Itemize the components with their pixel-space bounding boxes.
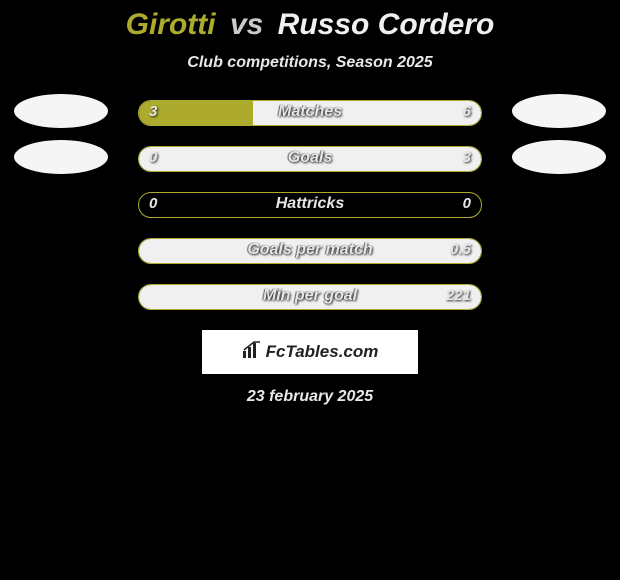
stat-value-b: 221 [446, 287, 471, 304]
stat-value-a: 0 [149, 195, 157, 212]
stat-label: Hattricks [139, 195, 481, 213]
stat-value-a: 0 [149, 149, 157, 166]
stats-rows: 36Matches03Goals00Hattricks0.5Goals per … [0, 100, 620, 312]
stat-value-b: 3 [463, 149, 471, 166]
stat-row: 36Matches [0, 100, 620, 128]
bar-fill-player-b [139, 285, 481, 309]
stat-value-b: 6 [463, 103, 471, 120]
stat-row: 0.5Goals per match [0, 238, 620, 266]
stat-bar: 36Matches [138, 100, 482, 126]
comparison-title: Girotti vs Russo Cordero [0, 8, 620, 42]
stat-value-b: 0 [463, 195, 471, 212]
bar-fill-player-b [139, 147, 481, 171]
player-b-avatar [512, 140, 606, 174]
stat-value-b: 0.5 [450, 241, 471, 258]
stat-bar: 221Min per goal [138, 284, 482, 310]
stat-row: 03Goals [0, 146, 620, 174]
date-label: 23 february 2025 [0, 388, 620, 406]
brand-chart-icon [242, 341, 262, 364]
vs-separator: vs [230, 8, 263, 41]
stat-value-a: 3 [149, 103, 157, 120]
player-a-name: Girotti [126, 8, 216, 41]
player-a-avatar [14, 94, 108, 128]
stat-bar: 0.5Goals per match [138, 238, 482, 264]
player-b-name: Russo Cordero [278, 8, 495, 41]
stat-row: 0 0Hattricks [0, 192, 620, 220]
brand-text: FcTables.com [266, 342, 379, 362]
stat-row: 221Min per goal [0, 284, 620, 312]
brand-badge: FcTables.com [202, 330, 418, 374]
stat-bar: 03Goals [138, 146, 482, 172]
subtitle: Club competitions, Season 2025 [0, 54, 620, 72]
player-b-avatar [512, 94, 606, 128]
player-a-avatar [14, 140, 108, 174]
stat-bar: 0 0Hattricks [138, 192, 482, 218]
bar-fill-player-b [253, 101, 481, 125]
bar-fill-player-b [139, 239, 481, 263]
